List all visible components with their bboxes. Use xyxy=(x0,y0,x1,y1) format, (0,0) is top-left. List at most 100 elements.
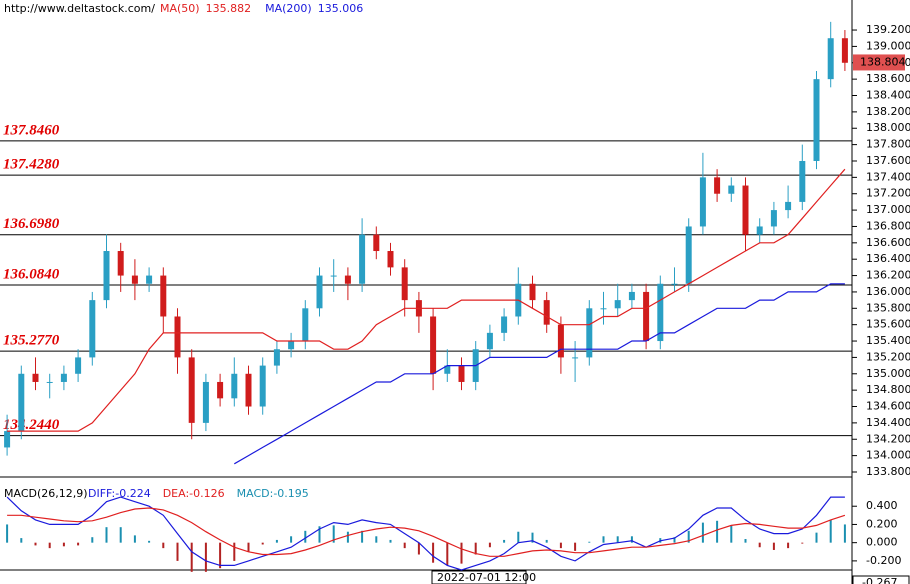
y-tick-label: 134.600 xyxy=(866,400,910,413)
panel-title: MACD(26,12,9) xyxy=(4,487,88,500)
histogram-bar xyxy=(148,540,151,543)
candle-body xyxy=(259,365,266,407)
candle-body xyxy=(344,275,351,284)
candle-body xyxy=(202,381,209,423)
candle-body xyxy=(742,185,749,235)
histogram-bar xyxy=(545,539,548,543)
candle-body xyxy=(770,210,777,227)
histogram-bar xyxy=(630,536,633,543)
histogram-bar xyxy=(133,535,136,543)
histogram-bar xyxy=(176,542,179,561)
last-price-box xyxy=(853,54,905,71)
candle-body xyxy=(643,291,650,342)
candle-body xyxy=(657,283,664,342)
candle-body xyxy=(501,316,508,333)
y-tick-label: 138.600 xyxy=(866,72,910,85)
y-tick-label: 139.200 xyxy=(866,23,910,36)
candle-body xyxy=(458,365,465,382)
y-tick-label: 134.400 xyxy=(866,416,910,429)
candle-body xyxy=(543,300,550,325)
histogram-bar xyxy=(20,538,23,543)
legend-name: MA(50) xyxy=(160,2,200,15)
y-tick-label: 137.800 xyxy=(866,138,910,151)
histogram-bar xyxy=(403,542,406,549)
candle-body xyxy=(288,341,295,350)
x-label: 2022-07-01 12:00 xyxy=(437,571,536,584)
legend-value: 135.882 xyxy=(206,2,252,15)
y-tick-label: 135.400 xyxy=(866,334,910,347)
candle-body xyxy=(714,177,721,194)
candle-body xyxy=(18,373,25,432)
candle-body xyxy=(572,357,579,359)
candle-body xyxy=(756,226,763,235)
candle-body xyxy=(131,275,138,284)
y-tick-label: 134.800 xyxy=(866,383,910,396)
histogram-bar xyxy=(48,542,51,549)
candle-body xyxy=(728,185,735,194)
current-value-box xyxy=(852,575,910,584)
candle-body xyxy=(146,275,153,284)
candle-body xyxy=(160,275,167,317)
level-label: 137.4280 xyxy=(3,157,60,173)
candle-body xyxy=(614,300,621,309)
y-tick-label: 135.800 xyxy=(866,301,910,314)
y-tick-label: 136.200 xyxy=(866,269,910,282)
current-value: -0.267 xyxy=(862,576,897,584)
candle-body xyxy=(486,332,493,350)
histogram-bar xyxy=(318,526,321,543)
histogram-bar xyxy=(389,539,392,543)
level-label: 134.2440 xyxy=(3,417,60,433)
histogram-bar xyxy=(290,536,293,543)
histogram-bar xyxy=(815,532,818,543)
legend-value: -0.126 xyxy=(189,487,224,500)
candle-body xyxy=(245,373,252,407)
y-tick-label: 135.200 xyxy=(866,350,910,363)
y-tick-label: 138.400 xyxy=(866,89,910,102)
histogram-bar xyxy=(474,542,477,555)
legend-value: -0.224 xyxy=(115,487,150,500)
y-tick-label: 135.600 xyxy=(866,318,910,331)
candle-body xyxy=(401,267,408,301)
candle-body xyxy=(430,316,437,374)
candle-body xyxy=(60,373,67,382)
legend-name: DEA: xyxy=(163,487,189,500)
histogram-bar xyxy=(34,542,37,546)
histogram-bar xyxy=(105,527,108,543)
candle-body xyxy=(359,234,366,284)
y-tick-label: 134.000 xyxy=(866,449,910,462)
legend-value: 135.006 xyxy=(318,2,364,15)
histogram-bar xyxy=(772,542,775,550)
candle-body xyxy=(785,201,792,211)
histogram-bar xyxy=(346,531,349,543)
candle-body xyxy=(188,357,195,423)
histogram-bar xyxy=(787,542,790,549)
histogram-bar xyxy=(531,532,534,543)
histogram-bar xyxy=(673,537,676,543)
candle-body xyxy=(827,38,834,80)
candle-body xyxy=(174,316,181,358)
candle-body xyxy=(330,275,337,277)
histogram-bar xyxy=(247,542,250,552)
histogram-bar xyxy=(616,536,619,543)
histogram-bar xyxy=(716,520,719,543)
level-label: 135.2770 xyxy=(3,333,60,349)
y-tick-label: 138.000 xyxy=(866,121,910,134)
histogram-bar xyxy=(219,542,222,569)
candle-body xyxy=(4,431,11,448)
histogram-bar xyxy=(432,542,435,563)
candle-body xyxy=(32,373,39,382)
histogram-bar xyxy=(730,525,733,543)
y-tick-label: 0.000 xyxy=(866,536,898,549)
y-tick-label: 137.000 xyxy=(866,203,910,216)
histogram-bar xyxy=(801,542,804,544)
series-line xyxy=(6,496,845,571)
y-tick-label: 138.200 xyxy=(866,105,910,118)
candle-body xyxy=(373,234,380,252)
candle-body xyxy=(586,308,593,358)
histogram-bar xyxy=(687,530,690,543)
y-tick-label: 133.800 xyxy=(866,465,910,478)
y-tick-label: 136.800 xyxy=(866,219,910,232)
candle-body xyxy=(799,160,806,202)
level-label: 136.6980 xyxy=(3,216,60,232)
